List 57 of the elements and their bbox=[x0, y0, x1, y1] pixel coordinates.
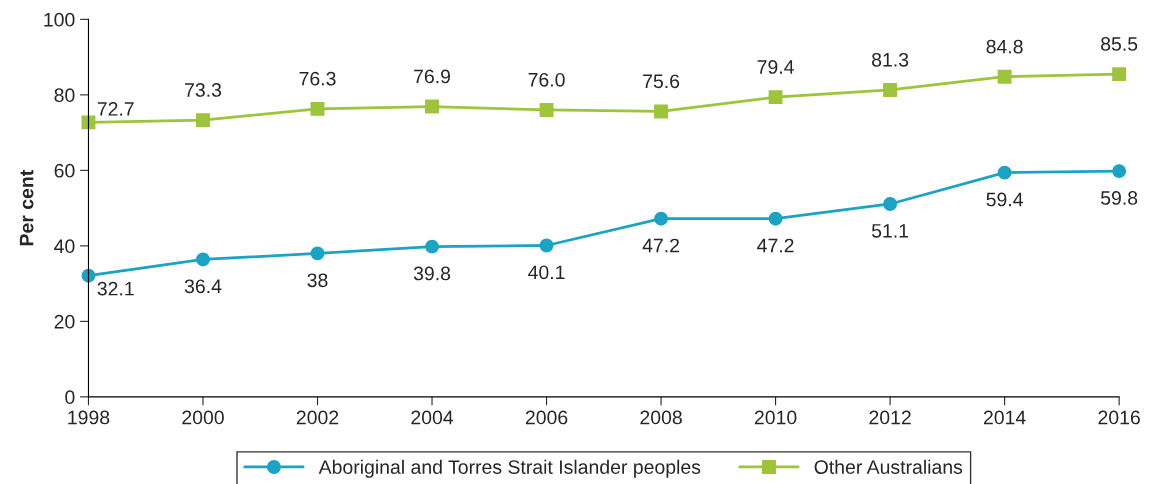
x-tick-label: 2006 bbox=[525, 410, 568, 425]
point bbox=[1112, 164, 1127, 179]
point bbox=[883, 197, 898, 211]
legend-label: Other Australians bbox=[814, 459, 963, 474]
x-tick-label: 2012 bbox=[869, 410, 911, 425]
data-label: 72.7 bbox=[97, 102, 134, 116]
point bbox=[654, 104, 669, 119]
x-tick-label: 2002 bbox=[296, 410, 339, 425]
x-tick-label: 1998 bbox=[68, 410, 110, 425]
data-label: 79.4 bbox=[757, 60, 794, 74]
y-tick-label: 80 bbox=[54, 88, 75, 103]
point bbox=[196, 113, 210, 128]
data-label: 47.2 bbox=[642, 238, 680, 253]
point bbox=[768, 90, 783, 105]
point bbox=[310, 246, 325, 261]
data-label: 59.4 bbox=[986, 192, 1023, 207]
data-label: 39.8 bbox=[413, 266, 451, 281]
legend-label: Aboriginal and Torres Strait Islander peoples bbox=[318, 459, 701, 478]
data-label: 84.8 bbox=[986, 39, 1023, 54]
y-tick-label: 100 bbox=[44, 12, 75, 27]
point bbox=[196, 252, 210, 267]
point bbox=[539, 103, 554, 117]
y-tick-label: 20 bbox=[54, 314, 75, 329]
point bbox=[425, 239, 439, 254]
point bbox=[1112, 67, 1127, 82]
x-tick-label: 2000 bbox=[182, 410, 224, 425]
y-tick-label: 40 bbox=[54, 239, 75, 254]
data-label: 38 bbox=[307, 273, 328, 288]
point bbox=[425, 99, 439, 114]
data-label: 76.0 bbox=[528, 72, 565, 87]
point bbox=[654, 211, 669, 226]
x-tick-label: 2008 bbox=[640, 410, 682, 425]
data-label: 40.1 bbox=[528, 265, 565, 280]
x-tick-label: 2016 bbox=[1098, 410, 1140, 425]
point bbox=[997, 165, 1012, 180]
data-label: 47.2 bbox=[757, 238, 794, 253]
point bbox=[768, 211, 783, 226]
data-label: 81.3 bbox=[872, 52, 909, 67]
data-label: 59.8 bbox=[1100, 191, 1138, 205]
data-label: 32.1 bbox=[97, 281, 134, 296]
data-label: 73.3 bbox=[185, 83, 222, 97]
data-label: 76.9 bbox=[414, 69, 451, 84]
point bbox=[997, 69, 1012, 84]
data-label: 51.1 bbox=[871, 224, 909, 238]
x-tick-label: 2014 bbox=[983, 410, 1026, 425]
x-tick-label: 2004 bbox=[411, 410, 454, 425]
x-tick-label: 2010 bbox=[754, 410, 797, 425]
data-label: 36.4 bbox=[184, 279, 222, 294]
point bbox=[883, 83, 898, 97]
point bbox=[310, 101, 325, 116]
y-tick-label: 60 bbox=[54, 163, 75, 178]
y-axis-title: Per cent bbox=[19, 169, 34, 246]
data-label: 85.5 bbox=[1101, 37, 1138, 51]
data-label: 75.6 bbox=[643, 74, 680, 89]
y-tick-label: 0 bbox=[65, 390, 75, 405]
data-label: 76.3 bbox=[299, 71, 336, 86]
point bbox=[539, 238, 554, 253]
